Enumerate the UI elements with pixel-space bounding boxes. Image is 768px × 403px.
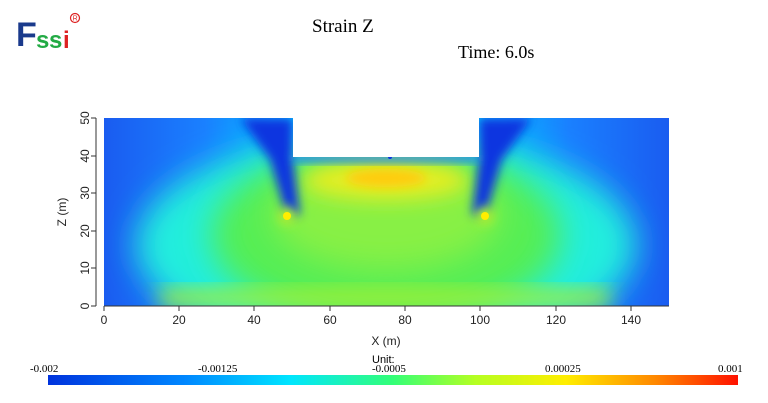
colorbar-tick-label: 0.00025 (545, 363, 581, 375)
colorbar-tick-label: -0.002 (30, 363, 59, 375)
y-axis-label: Z (m) (55, 198, 69, 227)
x-tick-label: 80 (398, 313, 412, 327)
colorbar-tick-label: 0.001 (718, 363, 743, 375)
time-label: Time: 6.0s (458, 42, 535, 62)
plot-title: Strain Z (312, 16, 374, 37)
x-tick-label: 20 (172, 313, 186, 327)
svg-text:s: s (36, 27, 49, 54)
svg-text:i: i (63, 27, 70, 54)
colorbar-tick-label: -0.0005 (372, 363, 406, 375)
y-tick-label: 20 (78, 224, 92, 238)
axes (95, 118, 669, 307)
y-tick-label: 50 (78, 111, 92, 125)
svg-text:F: F (16, 16, 37, 54)
svg-text:R: R (73, 16, 78, 23)
strain-field (104, 118, 669, 306)
x-tick-label: 100 (470, 313, 490, 327)
x-axis-label: X (m) (371, 334, 400, 348)
y-tick-label: 30 (78, 186, 92, 200)
y-tick-label: 40 (78, 149, 92, 163)
colorbar (48, 375, 738, 385)
colorbar-tick-label: -0.00125 (198, 363, 238, 375)
y-ticks: 0 10 20 30 40 50 (78, 111, 96, 309)
y-tick-label: 10 (78, 261, 92, 275)
x-tick-label: 60 (323, 313, 337, 327)
x-tick-label: 140 (621, 313, 641, 327)
colorbar-unit-label: Unit: (372, 354, 395, 366)
x-tick-label: 120 (546, 313, 566, 327)
fssi-logo: F s s i R (16, 12, 81, 54)
x-tick-label: 40 (247, 313, 261, 327)
x-tick-label: 0 (101, 313, 108, 327)
y-tick-label: 0 (78, 302, 92, 309)
x-ticks: 0 20 40 60 80 100 120 140 (101, 306, 641, 327)
svg-text:s: s (49, 27, 62, 54)
